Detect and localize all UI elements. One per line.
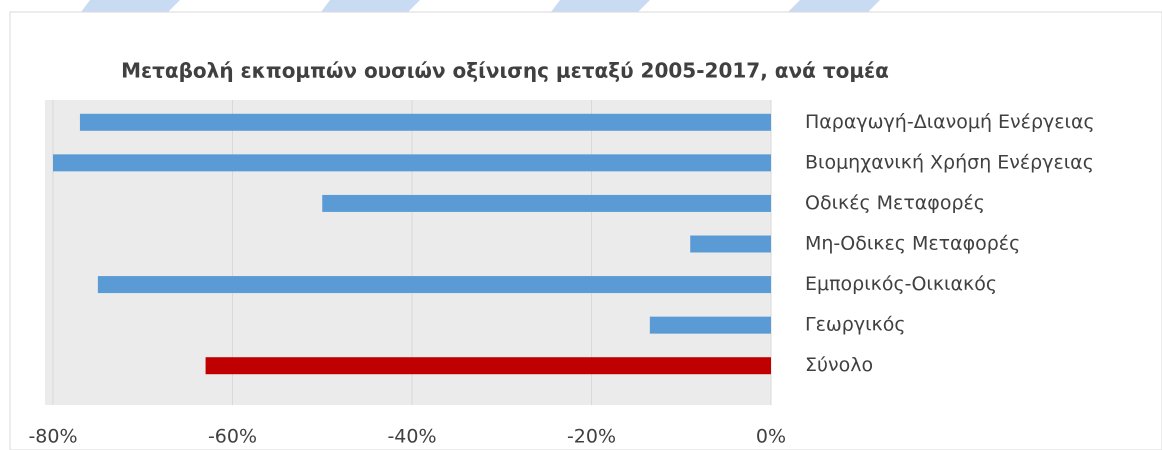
bar bbox=[97, 276, 771, 294]
x-tick-label: -80% bbox=[28, 426, 77, 448]
bar bbox=[690, 235, 771, 253]
y-tick-label: Παραγωγή-Διανομή Ενέργειας bbox=[805, 111, 1095, 133]
y-tick-label: Γεωργικός bbox=[805, 314, 905, 336]
y-tick-label: Μη-Οδικες Μεταφορές bbox=[805, 233, 1020, 255]
y-tick-label: Οδικές Μεταφορές bbox=[805, 192, 985, 214]
y-tick-label: Βιομηχανική Χρήση Ενέργειας bbox=[805, 151, 1094, 173]
plot-area bbox=[45, 100, 771, 405]
bar bbox=[53, 154, 771, 172]
y-tick-label: Σύνολο bbox=[805, 354, 873, 376]
chart-title: Μεταβολή εκπομπών ουσιών οξίνισης μεταξύ… bbox=[121, 59, 889, 83]
x-tick-label: 0% bbox=[756, 426, 786, 448]
y-tick-label: Εμπορικός-Οικιακός bbox=[805, 273, 997, 295]
x-tick-label: -60% bbox=[208, 426, 257, 448]
bar bbox=[205, 357, 771, 375]
bar bbox=[649, 316, 771, 334]
x-tick-label: -40% bbox=[387, 426, 436, 448]
x-tick-label: -20% bbox=[567, 426, 616, 448]
bar bbox=[79, 113, 772, 131]
bar bbox=[322, 194, 771, 212]
